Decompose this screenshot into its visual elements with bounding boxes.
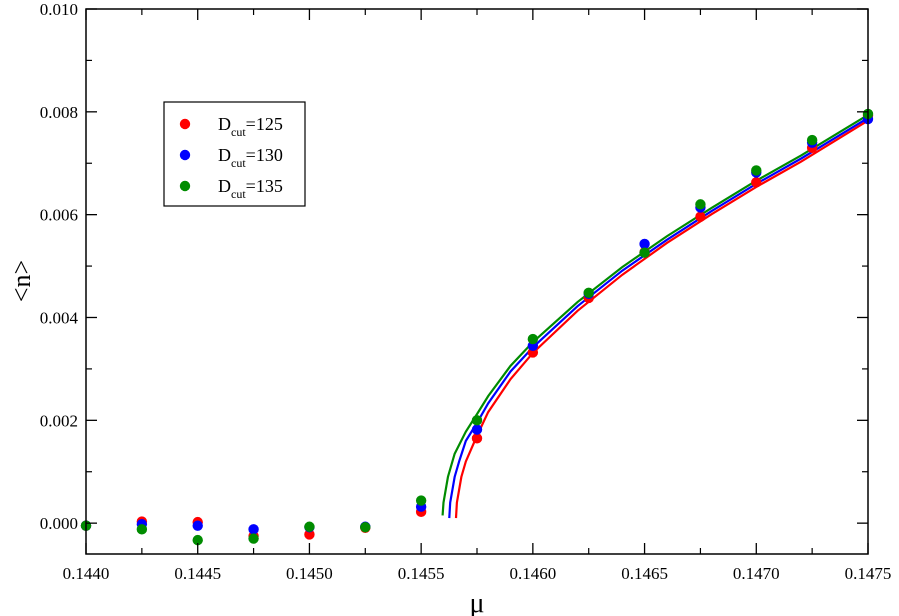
data-point-135-13 [806,134,818,146]
y-tick-label: 0.002 [40,411,78,430]
x-tick-label: 0.1440 [63,564,110,583]
data-point-135-9 [583,287,594,299]
fit-line-130 [448,117,869,519]
y-tick-label: 0.000 [40,514,78,533]
data-point-135-7 [471,415,483,426]
y-axis-ticks: 0.000 0.002 0.004 0.006 0.008 0.010 [40,0,868,533]
plot-frame [85,8,869,555]
x-axis-ticks: 0.1440 0.1445 0.1450 0.1455 0.1460 0.1465 0.14… [63,9,892,583]
fit-line-135 [441,113,869,516]
legend-marker-135 [179,180,191,192]
data-point-135-12 [751,165,762,176]
y-tick-label: 0.008 [40,103,78,122]
legend-label-125: Dcut=125 [218,114,283,139]
legend: Dcut=125 Dcut=130 Dcut=135 [163,101,306,207]
data-point-135-4 [304,521,315,532]
data-point-135-6 [415,495,427,506]
data-point-125-4 [304,529,315,540]
data-point-135-3 [248,533,259,544]
x-tick-label: 0.1445 [174,564,221,583]
data-point-135-11 [695,199,706,210]
data-point-135-1 [136,524,148,535]
x-axis-label: μ [469,588,484,616]
y-tick-label: 0.010 [40,0,78,19]
x-tick-label: 0.1475 [845,564,892,583]
y-axis-label: <n> [7,260,36,302]
x-tick-label: 0.1465 [621,564,668,583]
y-tick-label: 0.006 [40,206,78,225]
y-tick-label: 0.004 [40,308,79,327]
data-point-130-7 [471,424,483,435]
fit-line-125 [454,119,869,519]
legend-label-135: Dcut=135 [218,176,283,201]
legend-marker-130 [179,149,191,161]
x-tick-label: 0.1455 [398,564,445,583]
legend-marker-125 [179,118,191,130]
x-tick-label: 0.1470 [733,564,780,583]
x-tick-label: 0.1450 [286,564,333,583]
data-point-125-12 [751,177,762,188]
x-tick-label: 0.1460 [509,564,556,583]
data-point-135-2 [192,534,203,546]
data-point-135-5 [360,522,371,533]
data-point-125-7 [471,433,483,444]
data-point-130-3 [248,524,259,535]
fit-curves [441,113,869,519]
data-point-135-10 [639,247,650,258]
data-point-130-10 [639,238,650,250]
data-point-130-2 [192,520,203,531]
legend-label-130: Dcut=130 [218,145,283,170]
data-point-135-8 [527,333,539,345]
data-point-125-11 [695,211,706,222]
data-points [80,108,874,546]
